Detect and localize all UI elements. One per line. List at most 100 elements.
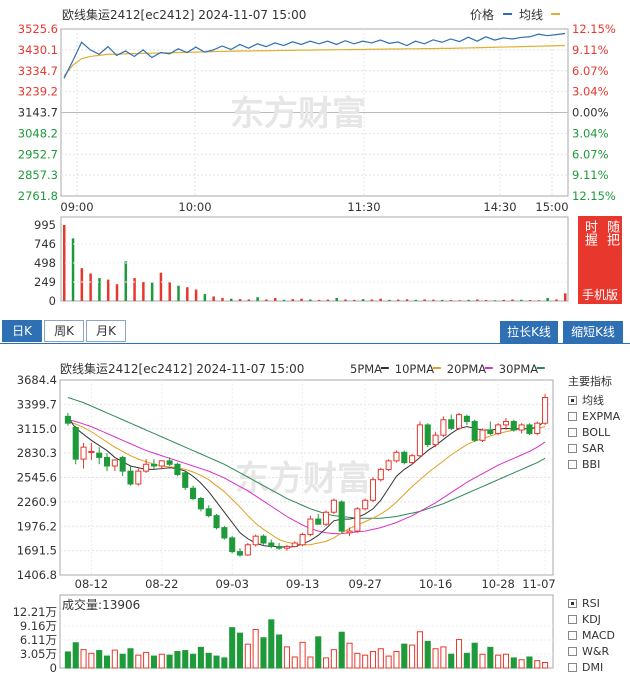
intraday-volume-bar (361, 299, 365, 301)
candle (362, 498, 369, 511)
shrink-kline-button[interactable]: 缩短K线 (563, 321, 623, 343)
lower-indicator-option[interactable]: KDJ (568, 612, 601, 628)
intraday-volume-bar (186, 287, 189, 301)
intraday-volume-bar (256, 297, 259, 301)
intraday-volume-bar (80, 268, 84, 301)
candle-body (182, 472, 189, 488)
checkbox-icon[interactable] (568, 444, 577, 453)
checkbox-icon[interactable] (568, 396, 577, 405)
volume-bar (143, 651, 150, 669)
tab-weekly-k[interactable]: 周K (44, 320, 84, 342)
lower-indicator-option[interactable]: DMI (568, 660, 603, 676)
lower-indicator-option-label: KDJ (582, 613, 601, 626)
volume-y-tick: 3.05万 (20, 647, 57, 661)
candle-body (174, 463, 181, 476)
volume-bar (315, 636, 322, 669)
volume-bar (252, 628, 259, 669)
volume-bar (330, 649, 337, 669)
intraday-volume-bar (115, 284, 119, 301)
intraday-x-tick: 09:00 (60, 200, 93, 214)
lower-indicator-option[interactable]: RSI (568, 596, 600, 612)
ma-legend-label: 5PMA (350, 362, 382, 376)
lower-indicator-option[interactable]: W&R (568, 644, 609, 660)
checkbox-icon[interactable] (568, 663, 577, 672)
candle-body (80, 446, 87, 460)
candle-body (323, 511, 330, 525)
upper-indicator-option[interactable]: BOLL (568, 425, 610, 441)
candle (369, 477, 377, 502)
volume-y-tick: 9.16万 (20, 619, 57, 633)
candle (119, 455, 126, 477)
candle (502, 418, 510, 431)
upper-indicator-option[interactable]: EXPMA (568, 409, 620, 425)
candle-body (377, 468, 384, 481)
candle (299, 532, 306, 547)
intraday-y-axis-left: 3525.6 3430.1 3334.7 3239.2 3143.7 3048.2 2952… (18, 22, 58, 203)
upper-indicator-option[interactable]: SAR (568, 441, 604, 457)
candle (283, 544, 290, 551)
checkbox-icon[interactable] (568, 460, 577, 469)
volume-bar (283, 646, 290, 669)
intraday-volume-bar (133, 278, 136, 301)
upper-indicator-option[interactable]: BBI (568, 457, 600, 473)
kline-x-tick: 10-16 (419, 577, 452, 591)
candle (88, 442, 95, 460)
candle-body (268, 542, 275, 547)
candle (111, 459, 118, 472)
upper-indicator-option-label: BOLL (582, 426, 611, 439)
candle-body (354, 508, 361, 532)
lower-indicator-option-label: MACD (582, 629, 615, 642)
candle-body (502, 420, 510, 426)
candle-body (330, 499, 337, 513)
kline-title: 欧线集运2412[ec2412] 2024-11-07 15:00 (60, 361, 304, 376)
intraday-volume-bar (537, 300, 541, 301)
candle (276, 543, 283, 550)
checkbox-icon[interactable] (568, 412, 577, 421)
checkbox-icon[interactable] (568, 599, 577, 608)
tab-daily-k[interactable]: 日K (2, 320, 42, 342)
intraday-title: 欧线集运2412[ec2412] 2024-11-07 15:00 (62, 7, 306, 22)
candle-body (534, 422, 541, 434)
intraday-volume-bar (300, 298, 303, 301)
intraday-y-tick: 3048.2 (18, 126, 58, 140)
volume-bar (64, 651, 71, 669)
intraday-volume-bar (353, 299, 356, 301)
candle (103, 453, 111, 472)
candle-body (495, 424, 502, 434)
volume-bar (440, 646, 447, 669)
kline-x-tick: 08-22 (145, 577, 178, 591)
checkbox-icon[interactable] (568, 631, 577, 640)
intraday-volume-bar (142, 281, 145, 301)
volume-bar (432, 648, 439, 669)
candle (135, 468, 142, 486)
volume-bar (174, 650, 181, 669)
stretch-kline-button[interactable]: 拉长K线 (500, 321, 558, 343)
kline-y-tick: 2830.3 (17, 446, 57, 460)
volume-bars (64, 619, 549, 669)
kline-y-tick: 3399.7 (17, 397, 57, 411)
intraday-volume-bar (273, 297, 277, 301)
candle-body (479, 429, 486, 441)
tab-monthly-k[interactable]: 月K (86, 320, 126, 342)
intraday-volume-bar (177, 285, 180, 301)
checkbox-icon[interactable] (568, 428, 577, 437)
checkbox-icon[interactable] (568, 647, 577, 656)
watermark-bottom: 东方财富 (235, 459, 371, 499)
intraday-volume-bar (467, 299, 470, 301)
candle (479, 428, 486, 443)
ad-footer[interactable]: 手机版 (578, 286, 622, 304)
volume-bar (166, 654, 173, 669)
candle-body (487, 429, 494, 434)
intraday-volume-bar (432, 299, 435, 301)
kline-x-tick: 08-12 (75, 577, 108, 591)
intraday-chart: 欧线集运2412[ec2412] 2024-11-07 15:00 价格 均线 … (18, 7, 616, 308)
lower-indicator-option[interactable]: MACD (568, 628, 615, 644)
ad-line-1: 随把 (604, 220, 619, 246)
candle-body (111, 459, 118, 467)
kline-x-tick: 09-27 (348, 577, 381, 591)
intraday-volume-bar (484, 300, 488, 301)
upper-indicator-option[interactable]: 均线 (568, 393, 604, 409)
checkbox-icon[interactable] (568, 615, 577, 624)
candle (534, 421, 541, 436)
intraday-volume-bar (440, 299, 444, 301)
